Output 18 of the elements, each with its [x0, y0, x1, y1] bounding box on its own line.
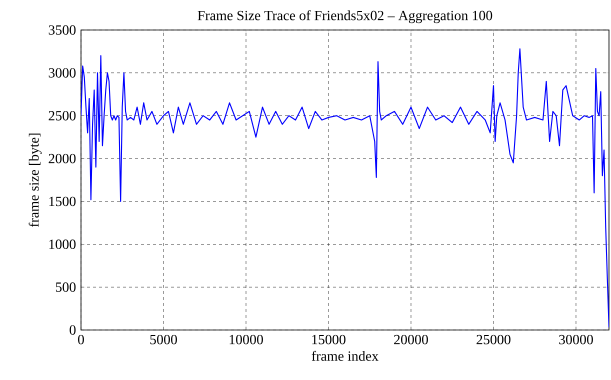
x-tick-label: 5000: [150, 334, 177, 344]
x-tick-label: 0: [78, 334, 84, 344]
y-tick-label: 1000: [49, 240, 76, 250]
y-tick-label: 2500: [48, 110, 76, 120]
y-tick-label: 3000: [48, 68, 76, 78]
x-tick-label: 15000: [312, 334, 346, 344]
y-tick-label: 500: [56, 282, 76, 292]
x-tick-label: 25000: [476, 334, 510, 344]
y-tick-label: 2000: [48, 154, 76, 164]
x-tick-label: 30000: [559, 334, 593, 344]
x-tick-label: 20000: [394, 334, 428, 344]
chart-title: Frame Size Trace of Friends5x02 – Aggregation 100: [198, 10, 492, 24]
x-axis-title: frame index: [312, 350, 378, 361]
y-tick-label: 3500: [48, 25, 76, 35]
y-tick-label: 0: [70, 325, 76, 335]
x-tick-label: 10000: [230, 334, 263, 344]
y-axis-title: frame size [byte]: [28, 134, 42, 227]
y-tick-label: 1500: [49, 196, 76, 206]
